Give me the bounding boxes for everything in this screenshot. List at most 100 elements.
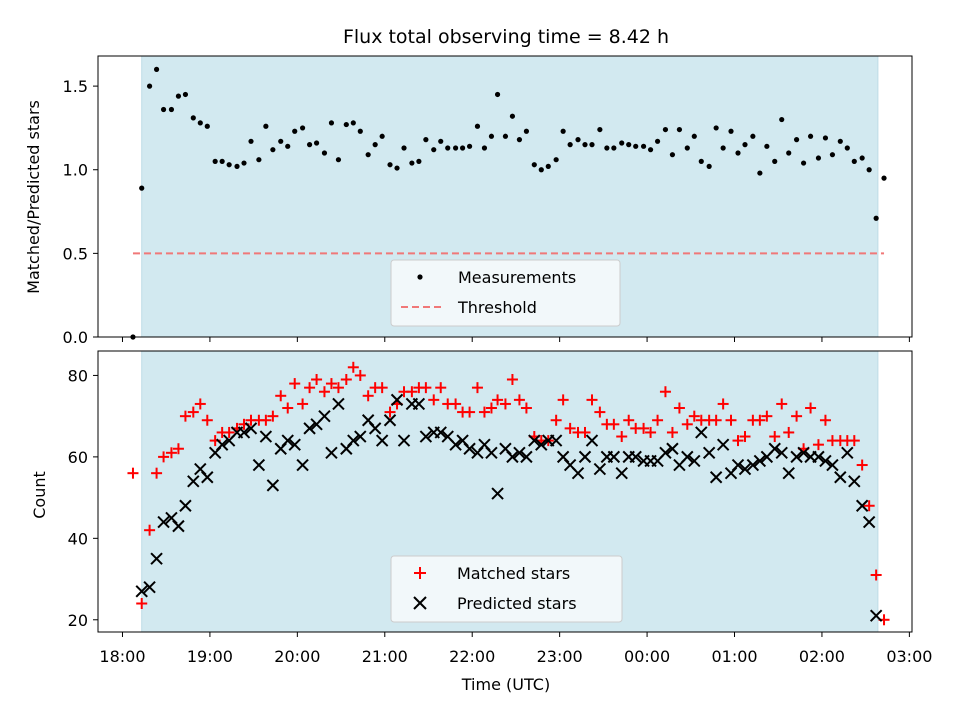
matched-star-point (783, 426, 795, 438)
matched-star-point (471, 382, 483, 394)
predicted-star-point (688, 454, 701, 468)
bottom-x-tick-label: 00:00 (624, 647, 670, 666)
predicted-star-stroke (296, 458, 309, 472)
predicted-star-point (738, 462, 752, 476)
predicted-star-stroke (499, 442, 512, 455)
measurement-point (328, 120, 335, 126)
top-legend: Measurements Threshold (390, 259, 621, 327)
measurement-point (445, 145, 451, 151)
measurement-point (582, 142, 588, 148)
predicted-star-stroke (768, 442, 781, 455)
bottom-y-axis-label: Count (30, 471, 49, 519)
predicted-star-point (666, 442, 679, 455)
matched-star-point (362, 390, 374, 402)
predicted-star-stroke (165, 511, 178, 525)
measurement-point (516, 137, 523, 143)
predicted-star-stroke (681, 450, 694, 464)
matched-star-point (688, 410, 700, 422)
matched-star-point (340, 374, 352, 386)
measurement-point (474, 123, 481, 129)
predicted-star-point (834, 471, 847, 484)
predicted-star-point (296, 458, 309, 472)
matched-star-point (856, 459, 868, 471)
measurement-point (837, 138, 843, 144)
measurement-point (234, 163, 240, 169)
predicted-star-point (449, 438, 462, 451)
predicted-star-stroke (252, 458, 266, 472)
matched-star-point (311, 374, 323, 386)
predicted-star-stroke (812, 450, 825, 464)
predicted-star-stroke (848, 475, 861, 488)
predicted-star-stroke (578, 450, 592, 464)
measurement-point (226, 162, 232, 168)
predicted-star-point (753, 454, 767, 468)
predicted-star-stroke (746, 458, 760, 472)
predicted-star-stroke (318, 409, 331, 423)
measurement-point (350, 120, 356, 126)
predicted-star-stroke (571, 466, 585, 480)
legend-measurements-label: Measurements (458, 268, 576, 287)
matched-star-point (812, 439, 824, 451)
measurement-point (212, 158, 218, 164)
predicted-star-point (347, 434, 360, 447)
predicted-star-point (332, 397, 345, 411)
measurement-point (219, 158, 225, 164)
predicted-star-point (716, 438, 730, 451)
matched-star-point (428, 394, 440, 406)
matched-star-point (158, 451, 170, 463)
measurement-point (285, 143, 291, 149)
measurement-point (423, 137, 429, 143)
predicted-star-stroke (172, 519, 185, 533)
predicted-star-stroke (790, 450, 803, 464)
predicted-star-point (491, 487, 504, 500)
predicted-star-point (585, 434, 599, 447)
predicted-star-stroke (862, 515, 876, 529)
measurement-point (779, 116, 785, 123)
predicted-star-stroke (593, 462, 607, 476)
predicted-star-stroke (179, 499, 192, 512)
predicted-star-point (812, 450, 825, 464)
predicted-star-point (281, 434, 294, 447)
top-y-tick-label: 1.5 (63, 77, 88, 96)
matched-star-point (659, 386, 671, 398)
matched-star-point (805, 402, 817, 414)
predicted-star-point (578, 450, 592, 464)
predicted-star-point (855, 499, 869, 512)
predicted-star-point (571, 466, 585, 480)
matched-star-point (289, 378, 301, 390)
predicted-star-point (775, 446, 788, 460)
predicted-star-stroke (688, 454, 701, 468)
measurement-point (335, 157, 342, 163)
matched-star-point (151, 467, 163, 479)
bottom-x-tick-label: 01:00 (711, 647, 757, 666)
predicted-star-stroke (237, 426, 251, 439)
measurement-point (372, 142, 378, 148)
measurement-point (453, 145, 459, 151)
predicted-star-point (354, 430, 367, 443)
matched-star-point (347, 361, 359, 373)
predicted-star-stroke (266, 479, 280, 492)
measurement-point (713, 125, 719, 131)
measurement-point (197, 120, 203, 126)
predicted-star-stroke (368, 422, 382, 435)
bottom-x-ticks: 18:00 19:00 20:00 21:00 22:00 23:00 00:00 01:00… (99, 632, 932, 666)
top-x-ticks (121, 337, 910, 342)
predicted-star-stroke (491, 487, 504, 500)
predicted-star-stroke (629, 450, 642, 464)
measurement-point (764, 143, 770, 149)
predicted-star-stroke (412, 397, 426, 411)
matched-star-point (304, 382, 316, 394)
measurement-point (204, 123, 210, 129)
predicted-star-point (201, 471, 214, 484)
measurement-point (545, 163, 551, 169)
predicted-star-point (528, 434, 541, 447)
predicted-star-stroke (834, 471, 847, 484)
predicted-star-stroke (325, 446, 338, 460)
measurement-point (626, 142, 632, 148)
measurement-point (241, 160, 247, 166)
predicted-star-stroke (485, 446, 498, 460)
measurement-point (640, 143, 647, 149)
predicted-star-stroke (259, 430, 273, 443)
predicted-star-stroke (549, 434, 563, 447)
predicted-star-point (782, 466, 795, 480)
